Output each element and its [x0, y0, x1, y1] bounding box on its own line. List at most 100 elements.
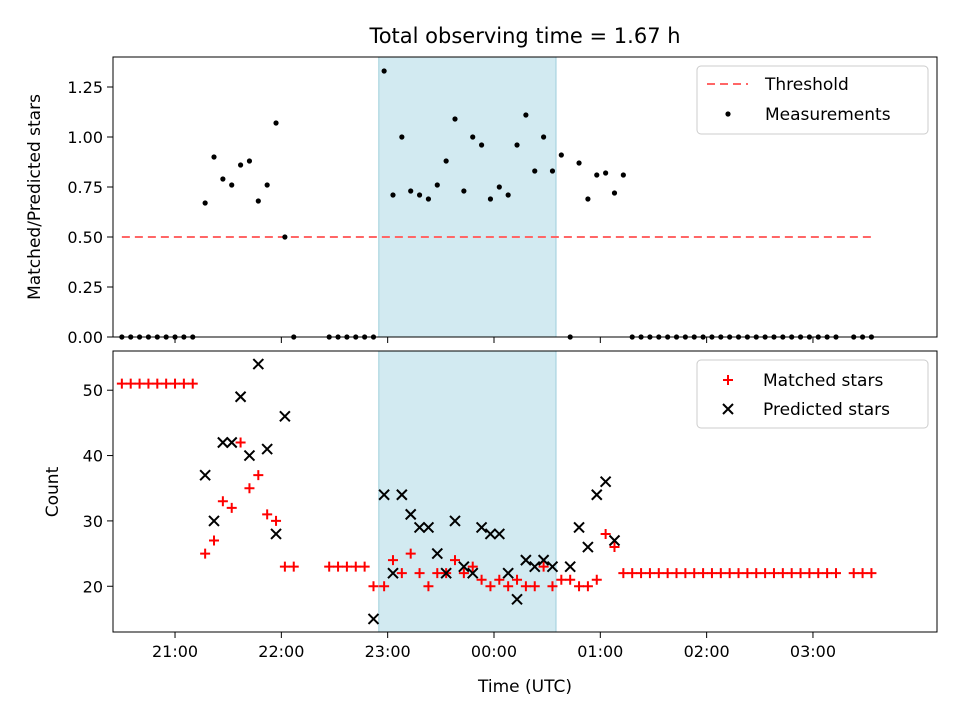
ratio-y-axis: 0.00 0.25 0.50 0.75 1.00 1.25 — [67, 78, 113, 347]
predicted-stars-point — [599, 475, 612, 488]
matched-stars-point — [235, 437, 246, 448]
predicted-stars-point — [502, 567, 514, 579]
legend-frame — [696, 359, 929, 429]
time-x-tick-label: 22:00 — [258, 642, 304, 661]
ratio-panel: 0.00 0.25 0.50 0.75 1.00 1.25 Total observing… — [25, 24, 938, 347]
matched-stars-point — [813, 568, 824, 579]
time-x-tick-label: 02:00 — [684, 642, 730, 661]
matched-stars-point — [866, 568, 877, 579]
matched-stars-point — [414, 568, 425, 579]
time-x-tick-label: 23:00 — [365, 642, 411, 661]
matched-stars-point — [271, 515, 282, 526]
predicted-stars-point — [396, 489, 408, 501]
measurement-point — [487, 196, 494, 202]
count-y-tick-label: 30 — [83, 512, 103, 531]
matched-stars-point — [822, 568, 833, 579]
predicted-stars-point — [431, 547, 443, 560]
matched-stars-point — [217, 496, 228, 507]
measurement-point — [237, 162, 244, 168]
measurement-point — [390, 192, 396, 198]
matched-stars-point — [733, 568, 744, 579]
matched-stars-point — [178, 378, 189, 389]
measurement-point — [282, 234, 288, 240]
matched-stars-point — [857, 568, 868, 579]
matched-stars-point — [226, 502, 237, 513]
measurement-point — [229, 182, 235, 188]
predicted-stars-point — [449, 515, 461, 527]
measurement-point — [594, 172, 600, 178]
matched-stars-point — [627, 568, 638, 579]
predicted-stars-point — [546, 560, 559, 573]
matched-stars-point — [494, 574, 505, 585]
predicted-stars-point — [564, 560, 576, 573]
measurement-point — [246, 158, 253, 164]
measurement-point — [434, 182, 440, 188]
legend-matched-swatch — [723, 375, 733, 385]
count-y-tick-label: 50 — [83, 381, 103, 400]
legend-frame — [696, 65, 929, 135]
ratio-y-tick-label: 0.75 — [67, 178, 103, 197]
observing-window-span-top — [378, 56, 557, 338]
predicted-stars-point — [226, 436, 238, 449]
measurement-point — [478, 142, 485, 148]
matched-stars-point — [618, 568, 629, 579]
predicted-stars-point — [378, 489, 390, 501]
measurement-point — [523, 112, 529, 118]
legend-measurements-label: Measurements — [765, 105, 891, 125]
measurement-point — [541, 134, 547, 140]
measurement-point — [202, 200, 208, 206]
predicted-stars-point — [279, 410, 291, 423]
measurement-point — [381, 68, 387, 74]
predicted-stars-point — [422, 521, 435, 534]
matched-stars-point — [565, 574, 576, 585]
predicted-stars-point — [537, 554, 550, 566]
measurement-point — [416, 192, 423, 198]
matched-stars-point — [529, 581, 540, 592]
measurement-point — [470, 134, 476, 140]
matched-stars-point — [600, 528, 611, 539]
legend-threshold-label: Threshold — [764, 75, 849, 95]
count-y-tick-label: 20 — [83, 577, 103, 596]
measurement-point — [408, 188, 414, 194]
matched-stars-point — [288, 561, 299, 572]
predicted-stars-point — [217, 436, 229, 449]
matched-stars-point — [520, 581, 531, 592]
matched-stars-point — [187, 378, 198, 389]
time-x-tick-label: 00:00 — [471, 642, 517, 661]
measurement-point — [461, 188, 467, 194]
predicted-stars-point — [475, 521, 488, 534]
measurement-point — [211, 154, 217, 160]
predicted-stars-point — [529, 560, 541, 573]
matched-stars-point — [653, 568, 664, 579]
predicted-stars-point — [199, 469, 211, 481]
matched-stars-point — [689, 568, 700, 579]
measurement-point — [532, 168, 538, 174]
matched-stars-point — [547, 581, 558, 592]
measurement-point — [514, 142, 520, 148]
predicted-stars-point — [387, 567, 399, 579]
time-x-axis-label: Time (UTC) — [477, 677, 572, 697]
predicted-stars-point — [573, 521, 585, 534]
predicted-stars-point — [591, 489, 603, 501]
measurement-point — [399, 134, 405, 140]
matched-stars-point — [724, 568, 735, 579]
measurement-point — [585, 196, 591, 202]
matched-stars-point — [636, 568, 647, 579]
ratio-y-tick-label: 1.25 — [67, 78, 103, 97]
matched-stars-point — [662, 568, 673, 579]
matched-stars-point — [333, 561, 344, 572]
measurement-point — [549, 168, 556, 174]
count-legend: Matched stars Predicted stars — [696, 359, 929, 429]
matched-stars-point — [125, 378, 136, 389]
matched-stars-point — [804, 568, 815, 579]
matched-stars-point — [591, 574, 602, 585]
matched-stars-point — [512, 574, 523, 585]
ratio-y-tick-label: 1.00 — [67, 128, 103, 147]
matched-stars-point — [556, 574, 567, 585]
matched-stars-point — [751, 568, 762, 579]
predicted-stars-point — [234, 391, 247, 403]
measurement-point — [505, 192, 511, 198]
predicted-stars-point — [440, 567, 452, 579]
matched-stars-point — [609, 542, 620, 553]
